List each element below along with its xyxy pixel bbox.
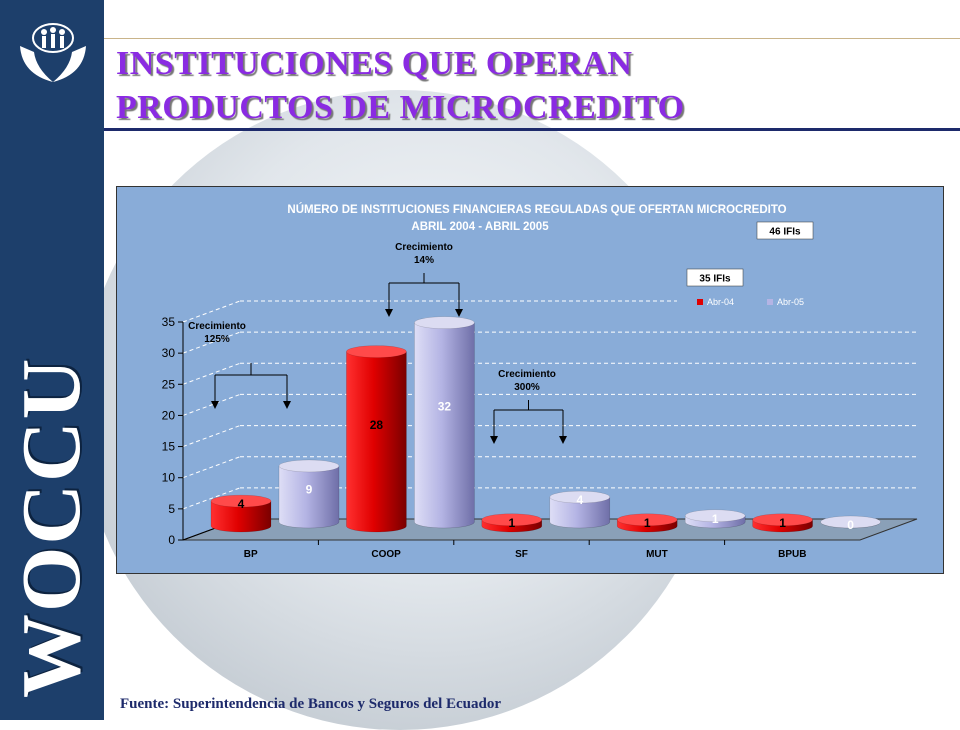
- data-label-mut-abr-05: 1: [712, 512, 719, 526]
- bar-coop-abr-05: [414, 322, 475, 529]
- legend-box: [677, 295, 943, 311]
- total-box-1: [756, 221, 814, 240]
- gridline-side-5: [182, 362, 241, 385]
- chart-title: NÚMERO DE INSTITUCIONES FINANCIERAS REGU…: [287, 203, 786, 216]
- legend-swatch-abr-05: [767, 299, 773, 305]
- legend-swatch-abr-04: [697, 299, 703, 305]
- annotation-arrow-left-sf: [490, 436, 498, 444]
- data-label-coop-abr-04: 28: [370, 418, 384, 432]
- bar-mut-abr-04-top: [616, 513, 678, 527]
- annotation-value-bp: 125%: [204, 334, 230, 345]
- bar-bpub-abr-04-top: [752, 513, 813, 527]
- bar-mut-abr-05-top: [684, 509, 746, 523]
- data-label-sf-abr-04: 1: [508, 516, 515, 530]
- annotation-arrow-left-coop: [385, 309, 393, 317]
- annotation-bracket-bp: [214, 363, 288, 405]
- bar-bp-abr-04-top: [210, 494, 272, 508]
- ytick-label-0: 0: [168, 533, 175, 547]
- bar-chart: 0 5 10 15 20 25 30 35 BP COOP SF MUT BPUB 4 9 28 32 1 4 1 1 1…: [116, 186, 944, 574]
- data-label-mut-abr-04: 1: [644, 516, 651, 530]
- chart-subtitle: ABRIL 2004 - ABRIL 2005: [411, 221, 549, 233]
- annotation-label-coop: Crecimiento: [395, 242, 453, 253]
- total-label-1: 46 IFIs: [769, 227, 801, 238]
- annotation-arrow-left-bp: [211, 401, 219, 409]
- title-underline: [104, 128, 960, 131]
- total-box-0: [686, 268, 744, 287]
- page-title: INSTITUCIONES QUE OPERAN PRODUCTOS DE MI…: [116, 42, 685, 130]
- bar-coop-abr-05-top: [414, 316, 475, 329]
- annotation-arrow-right-coop: [455, 309, 463, 317]
- ytick-label-7: 35: [162, 315, 176, 329]
- xtick-label-bpub: BPUB: [778, 549, 806, 560]
- title-line-2: PRODUCTOS DE MICROCREDITO: [116, 89, 685, 126]
- bar-sf-abr-05-top: [549, 490, 611, 504]
- xtick-label-bp: BP: [244, 549, 258, 560]
- legend-label-abr-04: Abr-04: [707, 297, 734, 307]
- total-label-0: 35 IFIs: [699, 274, 731, 285]
- data-label-bpub-abr-04: 1: [779, 516, 786, 530]
- annotation-bracket-coop: [388, 273, 460, 313]
- gridline-side-2: [182, 456, 241, 479]
- annotation-arrow-right-sf: [559, 436, 567, 444]
- data-label-bpub-abr-05: 0: [847, 518, 854, 532]
- source-note: Fuente: Superintendencia de Bancos y Seg…: [120, 696, 501, 712]
- bar-bp-abr-05-top: [278, 459, 340, 473]
- data-label-sf-abr-05: 4: [576, 493, 583, 507]
- data-label-bp-abr-04: 4: [238, 497, 245, 511]
- brand-wordmark: WOCCU: [5, 356, 98, 698]
- annotation-value-sf: 300%: [514, 382, 540, 393]
- ytick-label-2: 10: [162, 471, 176, 485]
- annotation-bracket-sf: [493, 400, 564, 440]
- gridline-side-3: [182, 425, 241, 448]
- data-label-bp-abr-05: 9: [306, 482, 313, 496]
- gridline-side-4: [182, 393, 241, 416]
- xtick-label-mut: MUT: [646, 549, 668, 560]
- ytick-label-3: 15: [162, 440, 176, 454]
- gridline-side-7: [182, 300, 241, 323]
- title-line-1: INSTITUCIONES QUE OPERAN: [116, 45, 633, 82]
- bar-coop-abr-04: [346, 351, 407, 533]
- sidebar: WOCCU: [0, 0, 104, 720]
- gridline-side-1: [182, 487, 241, 510]
- hands-holding-family-icon: [14, 16, 92, 88]
- ytick-label-5: 25: [162, 377, 176, 391]
- ytick-label-6: 30: [162, 346, 176, 360]
- data-label-coop-abr-05: 32: [438, 399, 452, 413]
- gridline-side-6: [182, 331, 241, 354]
- header-rule: [104, 38, 960, 39]
- annotation-value-coop: 14%: [414, 255, 434, 266]
- bar-bpub-abr-05-top: [820, 515, 881, 529]
- annotation-label-bp: Crecimiento: [188, 321, 246, 332]
- bar-bp-abr-04: [210, 500, 272, 533]
- bar-sf-abr-04-top: [481, 513, 543, 527]
- ytick-label-1: 5: [168, 502, 175, 516]
- ytick-label-4: 20: [162, 408, 176, 422]
- bar-coop-abr-04-top: [346, 345, 407, 358]
- xtick-label-coop: COOP: [371, 549, 401, 560]
- annotation-label-sf: Crecimiento: [498, 369, 556, 380]
- xtick-label-sf: SF: [515, 549, 528, 560]
- annotation-arrow-right-bp: [283, 401, 291, 409]
- bar-bp-abr-05: [278, 465, 340, 529]
- legend-label-abr-05: Abr-05: [777, 297, 804, 307]
- bar-sf-abr-05: [549, 496, 611, 529]
